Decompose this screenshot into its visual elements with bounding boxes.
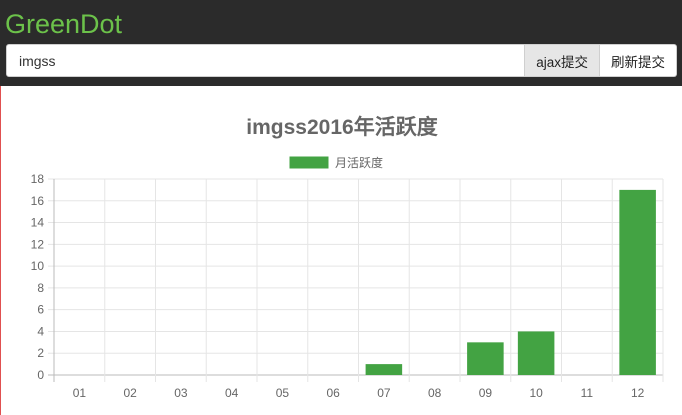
y-tick-label: 4	[37, 324, 44, 338]
y-tick-label: 14	[31, 216, 45, 230]
y-tick-label: 16	[31, 194, 45, 208]
bar-month-12[interactable]	[619, 189, 656, 375]
y-tick-label: 2	[37, 346, 44, 360]
y-tick-label: 8	[37, 281, 44, 295]
x-tick-label: 10	[529, 386, 543, 400]
legend-swatch	[288, 155, 330, 170]
chart-container: imgss2016年活跃度 月活跃度 0 2 4 6 8 10 12 14 16 18 01 02 0…	[0, 86, 682, 415]
x-axis-ticks: 01 02 03 04 05 06 07 08 09 10 11 12	[73, 386, 645, 400]
y-tick-label: 0	[37, 368, 44, 382]
x-tick-label: 01	[73, 386, 87, 400]
search-input[interactable]	[6, 44, 526, 77]
y-tick-label: 10	[31, 259, 45, 273]
bar-month-09[interactable]	[467, 342, 504, 375]
search-bar: ajax提交 刷新提交	[6, 44, 677, 77]
y-tick-label: 18	[31, 172, 45, 186]
legend-label: 月活跃度	[335, 155, 383, 170]
app-header: GreenDot ajax提交 刷新提交	[0, 0, 682, 86]
chart-grid	[48, 178, 664, 382]
y-tick-label: 12	[31, 237, 45, 251]
window-edge	[0, 0, 1, 415]
chart-legend: 月活跃度	[288, 155, 383, 170]
brand-logo[interactable]: GreenDot	[5, 9, 123, 39]
x-tick-label: 02	[123, 386, 137, 400]
x-tick-label: 03	[174, 386, 188, 400]
y-tick-label: 6	[37, 303, 44, 317]
y-axis-ticks: 0 2 4 6 8 10 12 14 16 18	[31, 172, 45, 382]
bar-month-07[interactable]	[365, 364, 403, 375]
x-tick-label: 06	[326, 386, 340, 400]
chart-title: imgss2016年活跃度	[246, 115, 437, 139]
x-tick-label: 08	[428, 386, 442, 400]
ajax-submit-button[interactable]: ajax提交	[525, 44, 600, 77]
x-tick-label: 12	[631, 386, 645, 400]
chart-bars	[365, 189, 656, 375]
x-tick-label: 07	[377, 386, 391, 400]
x-tick-label: 04	[225, 386, 239, 400]
bar-month-10[interactable]	[517, 331, 555, 375]
refresh-submit-button[interactable]: 刷新提交	[600, 44, 677, 77]
x-tick-label: 05	[276, 386, 290, 400]
x-tick-label: 09	[479, 386, 493, 400]
x-tick-label: 11	[581, 386, 594, 400]
